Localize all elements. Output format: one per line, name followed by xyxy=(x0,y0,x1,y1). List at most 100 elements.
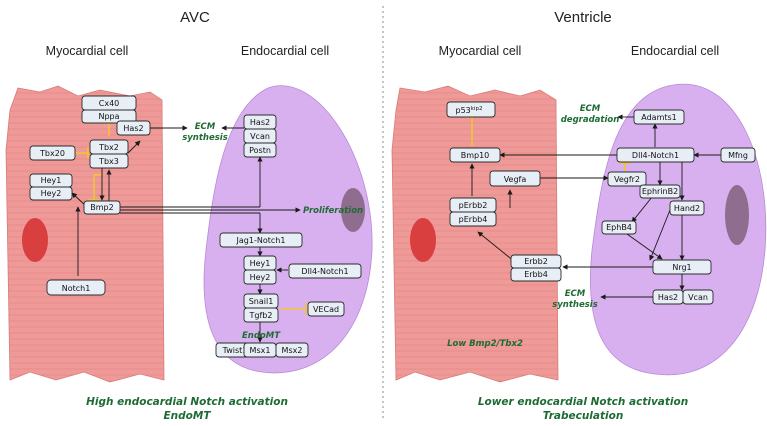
svg-text:EphB4: EphB4 xyxy=(606,223,632,232)
svg-text:Adamts1: Adamts1 xyxy=(641,113,677,122)
node-msx1: Msx1 xyxy=(243,342,277,358)
svg-text:Tbx20: Tbx20 xyxy=(39,149,65,158)
label-endomt: EndoMT xyxy=(242,331,281,341)
svg-text:Cx40: Cx40 xyxy=(99,99,120,108)
svg-text:Vcan: Vcan xyxy=(688,293,708,302)
label-ecm-degradation-2: degradation xyxy=(561,115,620,125)
svg-text:Hand2: Hand2 xyxy=(674,204,700,213)
svg-text:Hey1: Hey1 xyxy=(250,259,271,268)
node-vegfa: Vegfa xyxy=(489,170,541,187)
node-ephb4: EphB4 xyxy=(601,220,637,235)
node-vegfr2: Vegfr2 xyxy=(607,171,647,187)
svg-text:Vegfr2: Vegfr2 xyxy=(614,175,640,184)
avc-endocardial-cell xyxy=(203,85,373,374)
ventricle-endocardial-nucleus xyxy=(725,185,749,245)
panel-title-ventricle: Ventricle xyxy=(554,9,612,26)
caption-avc-2: EndoMT xyxy=(164,410,212,422)
svg-text:EphrinB2: EphrinB2 xyxy=(642,187,678,196)
caption-ventricle-2: Trabeculation xyxy=(543,410,624,422)
node-cx40: Cx40 xyxy=(81,95,137,111)
node-snail1: Snail1 xyxy=(243,293,279,309)
svg-text:Has2: Has2 xyxy=(123,124,143,133)
node-tgfb2: Tgfb2 xyxy=(243,307,279,323)
label-proliferation: Proliferation xyxy=(303,206,363,216)
ventricle-myocardial-label: Myocardial cell xyxy=(439,44,522,58)
svg-text:Tbx3: Tbx3 xyxy=(98,157,119,166)
node-has2-myocardial: Has2 xyxy=(116,120,151,136)
svg-text:Hey2: Hey2 xyxy=(250,273,271,282)
label-ecm-synthesis-ventricle-1: ECM xyxy=(565,289,586,299)
node-bmp10: Bmp10 xyxy=(449,147,501,163)
node-nrg1: Nrg1 xyxy=(652,259,712,275)
avc-myocardial-label: Myocardial cell xyxy=(46,44,129,58)
node-p53: p53kip2 xyxy=(446,101,496,118)
svg-text:Vegfa: Vegfa xyxy=(504,175,527,184)
panel-title-avc: AVC xyxy=(180,9,210,26)
svg-text:Nrg1: Nrg1 xyxy=(672,263,691,272)
svg-text:Has2: Has2 xyxy=(658,293,678,302)
svg-text:Hey2: Hey2 xyxy=(41,189,62,198)
svg-text:Bmp10: Bmp10 xyxy=(461,151,490,160)
node-nppa: Nppa xyxy=(81,109,137,124)
caption-ventricle-1: Lower endocardial Notch activation xyxy=(478,396,688,408)
node-erbb2: Erbb2 xyxy=(510,254,562,269)
svg-text:Mfng: Mfng xyxy=(728,151,748,160)
edge-tbx2-has2 xyxy=(127,140,141,154)
svg-text:Dll4-Notch1: Dll4-Notch1 xyxy=(301,267,348,276)
label-ecm-synthesis-avc-1: ECM xyxy=(195,122,216,132)
svg-text:pErbb2: pErbb2 xyxy=(459,201,488,210)
svg-text:Has2: Has2 xyxy=(250,118,270,127)
node-tbx2: Tbx2 xyxy=(89,139,129,155)
label-ecm-degradation-1: ECM xyxy=(580,104,601,114)
ventricle-endocardial-label: Endocardial cell xyxy=(631,44,719,58)
node-hey1-myocardial: Hey1 xyxy=(29,173,73,188)
svg-text:pErbb4: pErbb4 xyxy=(459,215,488,224)
node-notch1: Notch1 xyxy=(46,279,106,296)
node-tbx20: Tbx20 xyxy=(29,145,76,161)
node-tbx3: Tbx3 xyxy=(89,153,129,169)
node-erbb4: Erbb4 xyxy=(510,267,562,282)
avc-myocardial-nucleus xyxy=(22,218,48,262)
node-adamts1: Adamts1 xyxy=(633,109,685,125)
node-jag1-notch1: Jag1-Notch1 xyxy=(219,232,303,248)
svg-text:Msx2: Msx2 xyxy=(282,346,303,355)
edge-ephrinb2-ephb4 xyxy=(631,196,653,223)
caption-avc-1: High endocardial Notch activation xyxy=(86,396,288,408)
node-msx2: Msx2 xyxy=(275,342,309,358)
svg-text:Msx1: Msx1 xyxy=(250,346,271,355)
label-ecm-synthesis-avc-2: synthesis xyxy=(182,133,228,143)
svg-text:Nppa: Nppa xyxy=(98,112,119,121)
node-vcan-ventricle: Vcan xyxy=(682,289,714,305)
ventricle-myocardial-nucleus xyxy=(410,218,436,262)
avc-endocardial-nucleus xyxy=(341,188,365,232)
svg-text:Postn: Postn xyxy=(249,146,271,155)
avc-endocardial-label: Endocardial cell xyxy=(241,44,329,58)
node-hey2-endocardial: Hey2 xyxy=(243,269,277,285)
svg-text:Snail1: Snail1 xyxy=(249,297,274,306)
svg-text:Erbb2: Erbb2 xyxy=(524,257,548,266)
svg-text:Notch1: Notch1 xyxy=(62,284,91,293)
node-postn: Postn xyxy=(243,142,277,158)
node-hey2-myocardial: Hey2 xyxy=(29,186,73,201)
node-ephrinb2: EphrinB2 xyxy=(639,184,681,199)
node-vcan: Vcan xyxy=(243,128,277,144)
svg-text:p53kip2: p53kip2 xyxy=(456,106,483,115)
svg-text:Tgfb2: Tgfb2 xyxy=(249,311,273,320)
node-vecad: VECad xyxy=(307,301,345,317)
node-has2-ventricle: Has2 xyxy=(652,289,684,305)
node-perbb2: pErbb2 xyxy=(449,197,497,213)
svg-text:Erbb4: Erbb4 xyxy=(524,270,548,279)
ventricle-myocardial-cell xyxy=(391,85,559,383)
node-dll4-notch1-ventricle: Dll4-Notch1 xyxy=(616,147,695,163)
edge-ephb4-nrg1 xyxy=(626,233,663,260)
svg-text:Tbx2: Tbx2 xyxy=(98,143,119,152)
node-perbb4: pErbb4 xyxy=(449,211,497,227)
label-low-bmp2-tbx2: Low Bmp2/Tbx2 xyxy=(447,339,523,349)
svg-text:Twist1: Twist1 xyxy=(222,346,248,355)
node-dll4-notch1-avc: Dll4-Notch1 xyxy=(288,263,362,279)
svg-text:VECad: VECad xyxy=(313,305,339,314)
label-ecm-synthesis-ventricle-2: synthesis xyxy=(552,300,598,310)
node-hey1-endocardial: Hey1 xyxy=(243,255,277,271)
node-mfng: Mfng xyxy=(720,147,756,163)
